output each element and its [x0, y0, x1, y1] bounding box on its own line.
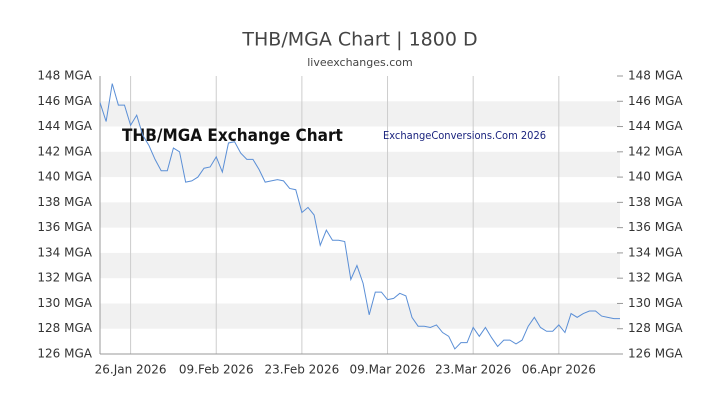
y-tick-label-right: 130 MGA: [628, 296, 683, 310]
x-tick-label: 06.Apr 2026: [522, 363, 596, 377]
x-tick-label: 23.Mar 2026: [435, 363, 511, 377]
y-tick-label-right: 148 MGA: [628, 69, 683, 83]
annotation: ExchangeConversions.Com 2026: [383, 129, 546, 142]
grid-band: [100, 303, 620, 329]
y-tick-label: 146 MGA: [37, 94, 92, 108]
y-tick-label: 148 MGA: [37, 69, 92, 83]
y-tick-label-right: 136 MGA: [628, 220, 683, 234]
chart-subtitle: liveexchanges.com: [307, 56, 412, 69]
y-tick-label: 138 MGA: [37, 195, 92, 209]
grid-band: [100, 202, 620, 228]
y-tick-label: 132 MGA: [37, 271, 92, 285]
y-tick-label-right: 140 MGA: [628, 170, 683, 184]
y-tick-label-right: 134 MGA: [628, 245, 683, 259]
y-tick-label-right: 144 MGA: [628, 119, 683, 133]
x-tick-label: 09.Mar 2026: [349, 363, 425, 377]
y-tick-label: 140 MGA: [37, 170, 92, 184]
annotation: THB/MGA Exchange Chart: [122, 126, 343, 146]
grid-band: [100, 101, 620, 127]
y-tick-label-right: 126 MGA: [628, 347, 683, 361]
x-tick-label: 26.Jan 2026: [95, 363, 167, 377]
x-tick-label: 09.Feb 2026: [179, 363, 254, 377]
y-tick-label: 128 MGA: [37, 321, 92, 335]
y-tick-label-right: 132 MGA: [628, 271, 683, 285]
y-tick-label: 130 MGA: [37, 296, 92, 310]
data-line: [99, 83, 620, 350]
y-tick-label-right: 138 MGA: [628, 195, 683, 209]
y-tick-label: 126 MGA: [37, 347, 92, 361]
y-tick-label: 144 MGA: [37, 119, 92, 133]
chart-title: THB/MGA Chart | 1800 D: [241, 29, 477, 51]
y-tick-label-right: 146 MGA: [628, 94, 683, 108]
y-tick-label-right: 128 MGA: [628, 321, 683, 335]
y-tick-label: 142 MGA: [37, 144, 92, 158]
y-tick-label-right: 142 MGA: [628, 144, 683, 158]
y-tick-label: 134 MGA: [37, 245, 92, 259]
x-tick-label: 23.Feb 2026: [265, 363, 340, 377]
y-tick-label: 136 MGA: [37, 220, 92, 234]
grid-band: [100, 151, 620, 178]
